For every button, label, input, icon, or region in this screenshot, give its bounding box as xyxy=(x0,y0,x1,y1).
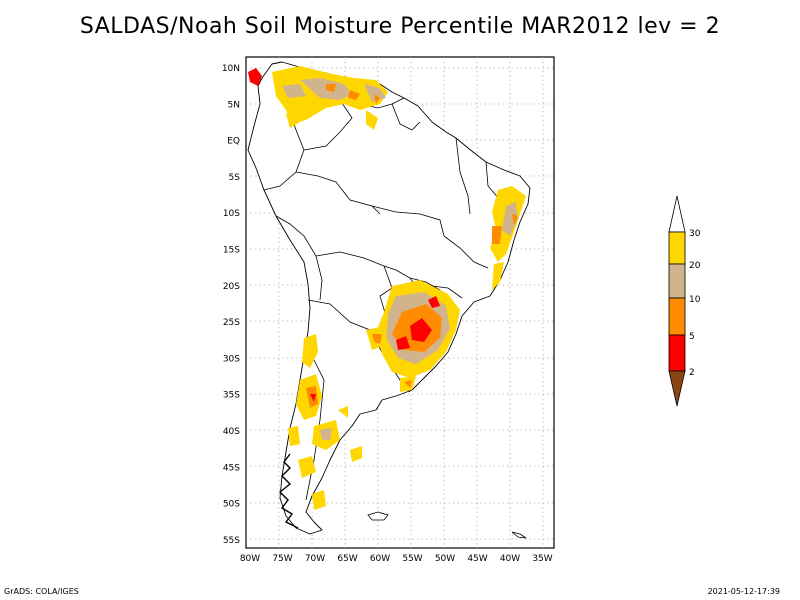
lat-label-40s: 40S xyxy=(223,427,240,437)
colorbar-tick-30: 30 xyxy=(689,229,701,239)
lat-label-30s: 30S xyxy=(223,354,240,364)
footer-timestamp: 2021-05-12-17:39 xyxy=(707,587,780,596)
map-title: SALDAS/Noah Soil Moisture Percentile MAR… xyxy=(79,14,721,39)
soil-moisture-shading xyxy=(248,66,526,510)
lat-label-55s: 55S xyxy=(223,536,240,546)
lat-label-25s: 25S xyxy=(223,318,240,328)
color-bar: 2 5 10 20 30 xyxy=(668,195,701,407)
south-georgia-island xyxy=(511,531,527,539)
falkland-islands xyxy=(367,511,389,521)
lon-label-45w: 45W xyxy=(467,554,487,564)
longitude-labels: 80W 75W 70W 65W 60W 55W 50W 45W 40W 35W xyxy=(240,554,553,564)
lat-label-5n: 5N xyxy=(228,100,240,110)
lon-label-35w: 35W xyxy=(532,554,552,564)
lon-label-80w: 80W xyxy=(240,554,260,564)
latitude-labels: 10N 5N EQ 5S 10S 15S 20S 25S 30S 35S 40S 45S 50S 55S xyxy=(222,64,240,546)
colorbar-segment-5-10 xyxy=(668,297,686,336)
lon-label-60w: 60W xyxy=(370,554,390,564)
lon-label-55w: 55W xyxy=(402,554,422,564)
colorbar-tick-2: 2 xyxy=(689,368,695,378)
lat-label-45s: 45S xyxy=(223,463,240,473)
colorbar-segment-20-30 xyxy=(668,231,686,265)
colorbar-segment-10-20 xyxy=(668,263,686,299)
colorbar-tick-5: 5 xyxy=(689,332,695,342)
lat-label-eq: EQ xyxy=(227,137,240,147)
lat-label-10s: 10S xyxy=(223,209,240,219)
lat-label-35s: 35S xyxy=(223,391,240,401)
colorbar-bottom-arrow xyxy=(668,370,686,407)
lon-label-40w: 40W xyxy=(500,554,520,564)
lon-label-70w: 70W xyxy=(305,554,325,564)
lat-label-15s: 15S xyxy=(223,246,240,256)
lat-label-20s: 20S xyxy=(223,282,240,292)
lat-label-5s: 5S xyxy=(229,173,241,183)
colorbar-top-arrow xyxy=(668,195,686,233)
colorbar-segment-2-5 xyxy=(668,334,686,372)
footer-credit: GrADS: COLA/IGES xyxy=(4,587,79,596)
chile-fjord-coast xyxy=(278,453,299,529)
colorbar-tick-20: 20 xyxy=(689,261,701,271)
lat-label-10n: 10N xyxy=(222,64,240,74)
lon-label-65w: 65W xyxy=(337,554,357,564)
colorbar-tick-10: 10 xyxy=(689,295,701,305)
lon-label-50w: 50W xyxy=(435,554,455,564)
lat-label-50s: 50S xyxy=(223,500,240,510)
lon-label-75w: 75W xyxy=(272,554,292,564)
